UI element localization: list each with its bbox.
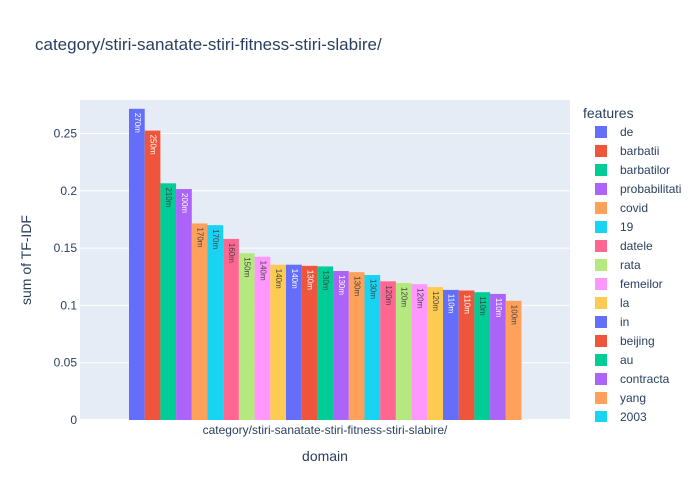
- bar-data-label: 160m: [227, 243, 236, 263]
- legend-swatch: [595, 126, 607, 138]
- bar-data-label: 130m: [353, 276, 362, 296]
- bar: [270, 264, 286, 420]
- y-axis-ticks: 0 0.05 0.1 0.15 0.2 0.25: [54, 126, 78, 427]
- bar: [129, 108, 145, 420]
- bar-data-label: 210m: [164, 187, 173, 207]
- bar-data-label: 140m: [258, 261, 267, 281]
- bar-data-label: 130m: [368, 279, 377, 299]
- legend-swatch: [595, 259, 607, 271]
- legend-items: de barbatii barbatilor probabilitati covid 19…: [595, 125, 681, 424]
- legend-swatch: [595, 164, 607, 176]
- bar-data-label: 130m: [305, 270, 314, 290]
- legend-label: femeilor: [620, 277, 663, 291]
- bar: [254, 256, 271, 420]
- bar-data-label: 130m: [337, 275, 346, 295]
- bar-data-label: 140m: [290, 269, 299, 289]
- legend-label: datele: [620, 239, 653, 253]
- chart-title: category/stiri-sanatate-stiri-fitness-st…: [35, 35, 382, 54]
- bar-data-label: 120m: [431, 291, 440, 311]
- legend-swatch: [595, 297, 607, 309]
- legend-swatch: [595, 335, 607, 347]
- legend-label: yang: [620, 391, 646, 405]
- legend-label: la: [620, 296, 630, 310]
- x-tick-label: category/stiri-sanatate-stiri-fitness-st…: [203, 423, 448, 437]
- bar: [301, 265, 318, 420]
- bar: [317, 266, 334, 420]
- bar: [364, 275, 381, 420]
- bar: [395, 283, 412, 420]
- legend-swatch: [595, 354, 607, 366]
- legend-label: barbatii: [620, 144, 659, 158]
- legend-swatch: [595, 278, 607, 290]
- bar: [458, 290, 475, 420]
- legend-label: barbatilor: [620, 163, 670, 177]
- bar-data-label: 170m: [196, 227, 205, 247]
- bar-data-label: 270m: [133, 113, 142, 133]
- bar: [474, 292, 491, 420]
- legend-title: features: [583, 105, 634, 121]
- legend-label: contracta: [620, 372, 670, 386]
- y-tick-label: 0.15: [54, 241, 78, 255]
- legend-label: 19: [620, 220, 634, 234]
- legend-label: rata: [620, 258, 641, 272]
- legend-label: in: [620, 315, 629, 329]
- bar: [505, 300, 522, 420]
- y-axis-title: sum of TF-IDF: [18, 215, 34, 305]
- legend-swatch: [595, 145, 607, 157]
- y-tick-label: 0.25: [54, 126, 78, 140]
- legend-label: 2003: [620, 410, 647, 424]
- bar: [333, 271, 349, 420]
- y-tick-label: 0.05: [54, 356, 78, 370]
- bar-data-label: 110m: [447, 294, 456, 314]
- bar-data-label: 140m: [274, 269, 283, 289]
- bar: [411, 284, 428, 420]
- bar: [427, 287, 443, 420]
- y-tick-label: 0: [70, 413, 77, 427]
- bar: [176, 189, 192, 420]
- legend-swatch: [595, 183, 607, 195]
- x-axis-title: domain: [302, 448, 348, 464]
- bar-data-label: 250m: [148, 135, 157, 155]
- legend-swatch: [595, 392, 607, 404]
- legend-label: de: [620, 125, 634, 139]
- bar: [191, 223, 208, 420]
- bar-data-label: 100m: [510, 305, 519, 325]
- bar-data-label: 110m: [494, 298, 503, 318]
- bar: [160, 183, 177, 420]
- bar-data-label: 200m: [180, 193, 189, 213]
- legend-swatch: [595, 373, 607, 385]
- legend-swatch: [595, 411, 607, 422]
- bar-data-label: 130m: [321, 270, 330, 290]
- bars: 270m 250m 210m 200m 170m 170m 160m 150m 140m 140m…: [129, 108, 522, 420]
- bar-data-label: 110m: [478, 296, 487, 316]
- legend-label: covid: [620, 201, 648, 215]
- bar: [144, 130, 161, 420]
- legend-label: au: [620, 353, 633, 367]
- legend-swatch: [595, 316, 607, 328]
- bar-data-label: 120m: [384, 285, 393, 305]
- legend-swatch: [595, 202, 607, 214]
- legend-label: probabilitati: [620, 182, 681, 196]
- bar-data-label: 110m: [462, 294, 471, 314]
- bar: [380, 281, 396, 420]
- bar: [443, 289, 459, 420]
- bar: [207, 225, 224, 420]
- y-tick-label: 0.1: [60, 298, 77, 312]
- legend-swatch: [595, 221, 607, 233]
- legend: features de barbatii barbatilor probabilita…: [583, 105, 681, 424]
- y-tick-label: 0.2: [60, 184, 77, 198]
- bar-data-label: 170m: [211, 229, 220, 249]
- bar: [238, 253, 255, 420]
- bar: [490, 293, 506, 420]
- legend-label: beijing: [620, 334, 655, 348]
- bar: [223, 238, 239, 420]
- legend-swatch: [595, 240, 607, 252]
- bar: [286, 264, 302, 420]
- bar-data-label: 120m: [400, 287, 409, 307]
- bar-data-label: 120m: [415, 288, 424, 308]
- bar-data-label: 150m: [243, 257, 252, 277]
- bar: [348, 272, 365, 420]
